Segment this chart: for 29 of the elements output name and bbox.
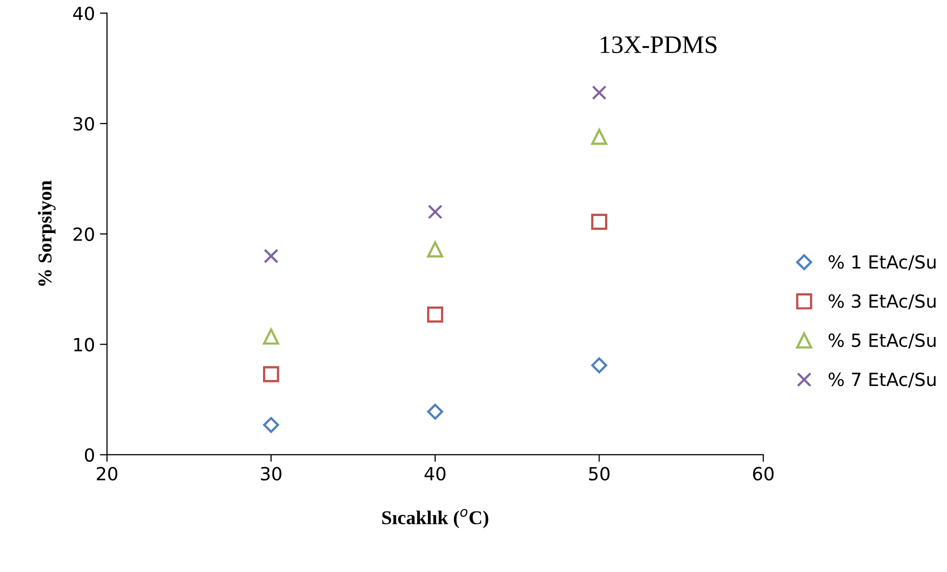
legend-label: % 1 EtAc/Su xyxy=(828,255,936,270)
point xyxy=(427,241,444,258)
annotation: 13X-PDMS xyxy=(600,36,716,54)
point xyxy=(263,366,280,382)
point xyxy=(591,357,608,374)
y-axis-title: % Sorpsiyon xyxy=(38,180,56,286)
point xyxy=(592,85,607,100)
point xyxy=(263,328,280,345)
x-tick-label: 20 xyxy=(96,466,118,481)
legend-label: % 5 EtAc/Su xyxy=(828,333,936,348)
point xyxy=(427,404,444,420)
point xyxy=(427,306,444,323)
y-tick-label: 30 xyxy=(74,117,94,131)
y-tick-label: 10 xyxy=(74,338,94,352)
y-tick-label: 20 xyxy=(74,227,94,242)
point xyxy=(428,204,443,220)
point xyxy=(264,248,278,264)
x-tick-label: 30 xyxy=(260,466,282,481)
legend-label: % 3 EtAc/Su xyxy=(828,294,936,310)
legend-label: % 7 EtAc/Su xyxy=(828,372,936,388)
y-tick-label: 0 xyxy=(84,448,94,462)
x-tick-label: 60 xyxy=(753,466,774,481)
x-tick-label: 50 xyxy=(589,466,610,481)
point xyxy=(591,128,608,145)
y-tick-label: 40 xyxy=(73,6,94,20)
point xyxy=(591,214,608,230)
x-tick-label: 40 xyxy=(424,466,446,481)
point xyxy=(263,416,280,433)
x-axis-title: Sıcaklık ($^{o}$C) xyxy=(382,509,488,528)
